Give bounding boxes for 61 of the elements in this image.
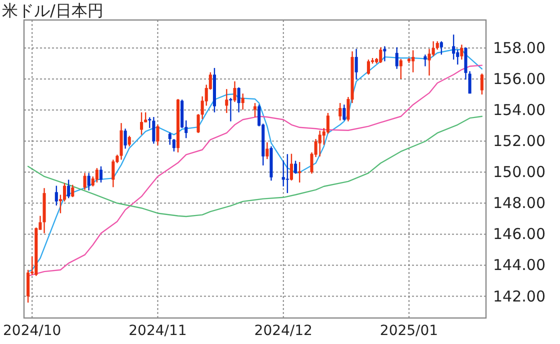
candlestick — [95, 167, 98, 184]
candlestick — [225, 88, 228, 114]
candlestick — [366, 58, 370, 76]
candlestick — [156, 124, 160, 146]
candlestick — [63, 182, 66, 202]
candlestick — [83, 172, 86, 190]
y-tick-label: 142.00 — [493, 287, 546, 306]
y-tick-label: 146.00 — [493, 225, 546, 244]
x-tick-label: 2024/11 — [128, 323, 187, 339]
candlestick — [124, 128, 127, 150]
y-tick-label: 158.00 — [493, 38, 546, 57]
candlestick — [282, 160, 285, 187]
candlestick — [480, 72, 484, 96]
candlestick — [399, 58, 402, 80]
candlestick — [128, 135, 131, 147]
candlestick — [99, 166, 103, 184]
line-series — [27, 116, 483, 218]
candlestick — [383, 46, 386, 62]
candlestick — [452, 34, 456, 60]
candlestick — [338, 102, 342, 122]
candlestick — [266, 142, 269, 160]
candlestick — [54, 185, 58, 206]
candlestick — [168, 132, 172, 146]
y-tick-label: 144.00 — [493, 256, 546, 274]
x-tick-label: 2024/12 — [254, 323, 312, 339]
candlestick — [237, 86, 240, 113]
candlestick — [148, 116, 152, 129]
candlestick — [395, 46, 398, 70]
candlestick — [326, 112, 330, 134]
y-tick-label: 156.00 — [493, 70, 546, 88]
candlestick — [440, 40, 443, 56]
candlestick — [140, 112, 144, 136]
x-tick-label: 2024/10 — [3, 323, 62, 339]
candlestick — [172, 138, 176, 152]
candlestick — [342, 104, 346, 122]
candlestick — [424, 54, 427, 67]
candlestick — [294, 160, 298, 174]
candlestick — [112, 159, 115, 188]
candlestick — [67, 179, 70, 199]
candlestick — [26, 269, 30, 304]
candlestick — [229, 97, 232, 122]
candlestick — [456, 49, 460, 66]
candlestick — [412, 50, 415, 73]
candlestick — [233, 80, 236, 103]
chart-title: 米ドル/日本円 — [2, 1, 104, 20]
candlestick — [460, 44, 464, 60]
candlestick — [152, 116, 156, 144]
y-tick-label: 152.00 — [493, 132, 546, 150]
candlestick — [318, 130, 322, 158]
candlestick — [87, 172, 90, 192]
y-tick-label: 154.00 — [493, 101, 546, 120]
x-tick-label: 2025/01 — [380, 323, 438, 339]
candlestick — [241, 92, 244, 110]
y-tick-label: 148.00 — [493, 194, 546, 212]
candlestick — [290, 153, 293, 182]
candlestick — [432, 40, 435, 57]
candlestick — [354, 48, 358, 80]
candlestick — [379, 46, 382, 64]
y-tick-label: 150.00 — [493, 163, 546, 182]
candlestick — [286, 154, 289, 194]
candlestick — [71, 184, 74, 198]
